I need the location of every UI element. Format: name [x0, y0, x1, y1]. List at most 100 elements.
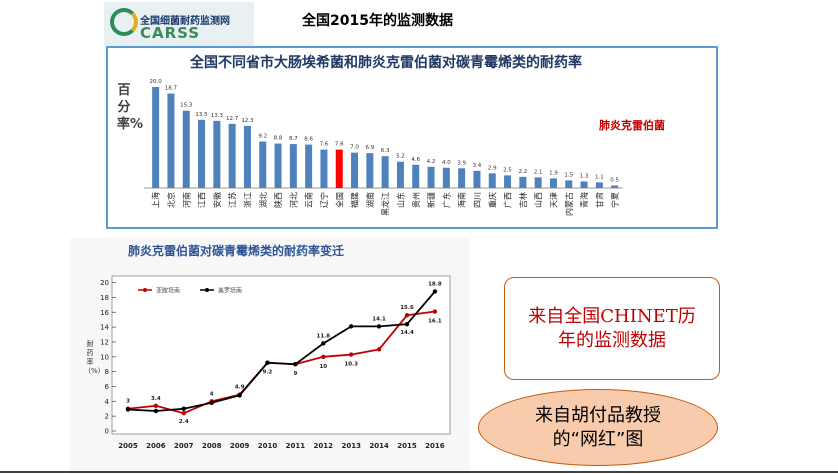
legend-label: 亚胺培南 [156, 287, 180, 295]
bar [335, 149, 343, 188]
data-point [432, 309, 438, 314]
category-label: 河南 [181, 192, 191, 208]
data-label: 4.9 [235, 385, 245, 391]
x-tick-label: 2011 [286, 442, 306, 450]
x-tick-label: 2007 [174, 442, 194, 450]
y-tick-label: 8 [105, 368, 109, 376]
bar [488, 173, 496, 188]
data-label: 18.8 [428, 282, 442, 288]
bar-value-label: 7.0 [350, 145, 359, 151]
data-point [349, 352, 354, 357]
bar [243, 125, 251, 188]
bar [580, 181, 588, 188]
bar-value-label: 6.3 [381, 148, 390, 154]
bar [473, 170, 481, 188]
bar-value-label: 20.0 [150, 79, 163, 85]
data-point [153, 403, 159, 408]
category-label: 上海 [151, 192, 161, 208]
bar [167, 93, 175, 188]
bar [305, 144, 313, 188]
logo-name: 全国细菌耐药监测网 [140, 16, 230, 27]
page-title: 全国2015年的监测数据 [302, 13, 453, 29]
category-label: 河北 [288, 192, 298, 208]
bar [351, 152, 359, 188]
bar [259, 141, 267, 188]
bar [595, 182, 603, 188]
bar [381, 156, 389, 188]
plot-area [111, 275, 451, 435]
bar-value-label: 1.9 [549, 170, 558, 176]
data-point [376, 324, 382, 329]
bar [427, 166, 435, 188]
data-point [293, 362, 298, 367]
y-tick-label: 18 [100, 294, 109, 302]
carss-logo: 全国细菌耐药监测网 CARSS [104, 2, 254, 46]
category-label: 新疆 [426, 192, 436, 208]
bar [274, 143, 282, 188]
logo-acronym: CARSS [140, 24, 201, 42]
bar [320, 149, 328, 188]
bar-value-label: 1.1 [595, 174, 604, 180]
category-label: 全国 [334, 192, 344, 208]
bar-value-label: 13.3 [211, 113, 224, 119]
data-point [153, 408, 159, 414]
y-tick-label: 10 [100, 353, 109, 361]
x-tick-label: 2012 [314, 442, 334, 450]
bar [565, 180, 573, 188]
chinet-callout: 来自全国CHINET历年的监测数据 [504, 277, 720, 380]
category-label: 江苏 [227, 192, 237, 208]
data-label: 2.4 [179, 419, 189, 425]
data-label: 10 [319, 364, 327, 370]
category-label: 江西 [198, 192, 207, 208]
category-label: 宁夏 [610, 192, 620, 208]
bar [152, 87, 160, 188]
bar [289, 144, 297, 188]
data-label: 10.3 [344, 362, 358, 368]
bar [442, 167, 450, 188]
x-tick-label: 2008 [202, 442, 222, 450]
bar [366, 153, 374, 188]
x-tick-label: 2013 [341, 442, 361, 450]
data-label: 3 [126, 399, 130, 405]
data-point [349, 324, 354, 329]
bar [396, 161, 404, 188]
y-tick-label: 6 [105, 383, 110, 391]
bar [412, 164, 420, 188]
hu-callout: 来自胡付品教授的“网红”图 [478, 389, 718, 466]
y-tick-label: 0 [105, 428, 109, 436]
data-label: 14.1 [372, 316, 386, 322]
category-label: 北京 [166, 192, 176, 208]
data-point [237, 393, 242, 398]
x-tick-label: 2009 [230, 442, 250, 450]
category-label: 广东 [441, 192, 451, 208]
y-tick-label: 20 [100, 279, 109, 287]
category-label: 吉林 [518, 192, 528, 208]
bar [519, 176, 527, 188]
category-label: 天津 [548, 192, 558, 208]
bar [534, 177, 542, 188]
category-label: 四川 [473, 192, 482, 208]
data-point [181, 410, 186, 416]
bar-value-label: 18.7 [165, 86, 178, 92]
category-label: 安徽 [212, 192, 222, 208]
bottom-divider [0, 471, 838, 473]
data-label: 16.1 [428, 319, 442, 325]
bar-value-label: 6.9 [365, 145, 374, 151]
series-line [127, 290, 436, 412]
y-tick-label: 2 [105, 413, 109, 421]
x-tick-label: 2014 [369, 442, 389, 450]
legend-label: 美罗培南 [218, 287, 242, 295]
bar [198, 119, 206, 188]
category-label: 陕西 [273, 192, 283, 208]
y-tick-label: 12 [100, 338, 109, 346]
x-tick-label: 2005 [118, 442, 138, 450]
bar-value-label: 9.2 [258, 134, 267, 140]
bar-value-label: 8.6 [304, 137, 313, 143]
bar-value-label: 1.3 [580, 173, 589, 179]
bar [182, 110, 190, 188]
bar-value-label: 1.5 [564, 172, 573, 178]
y-tick-label: 14 [100, 324, 109, 332]
trend-chart-title: 肺炎克雷伯菌对碳青霉烯类的耐药率变迁 [128, 244, 345, 258]
bar-value-label: 3.9 [457, 160, 466, 166]
province-chart-series-label: 肺炎克雷伯菌 [599, 119, 665, 132]
